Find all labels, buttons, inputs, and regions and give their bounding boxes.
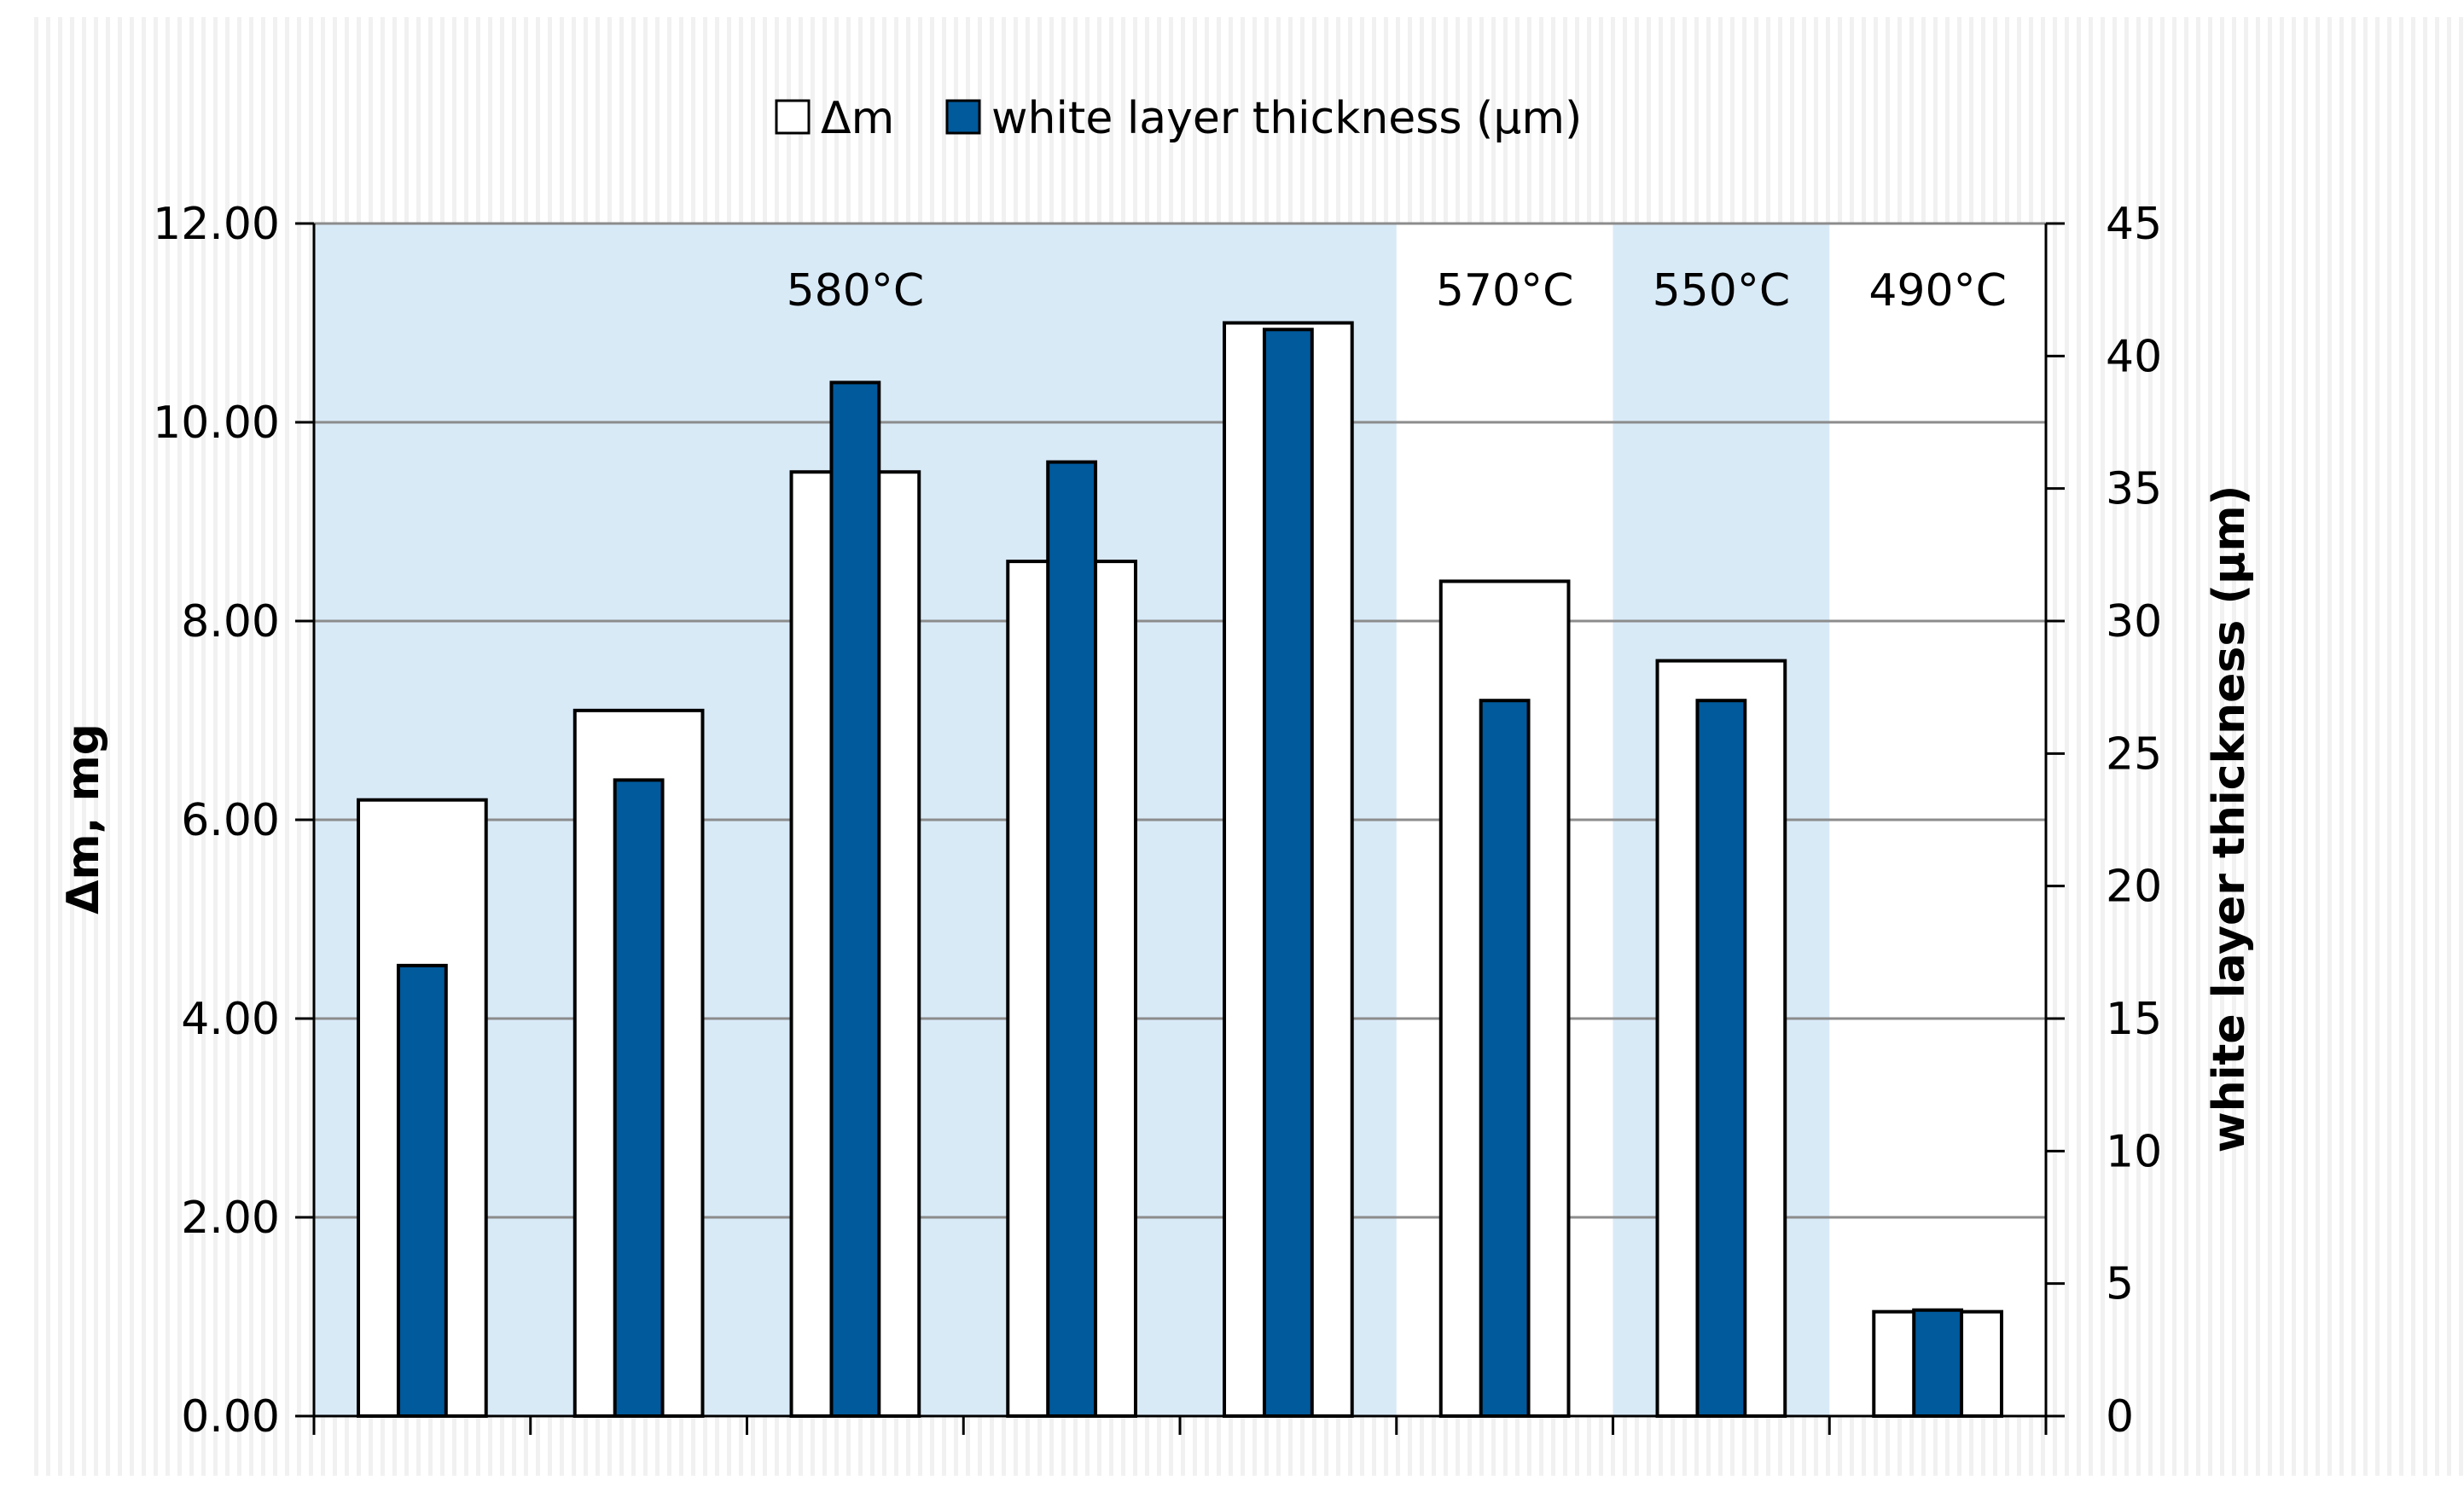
background-stripe <box>2399 17 2403 1476</box>
background-stripe <box>177 17 182 1476</box>
y-tick-label: 6.00 <box>181 795 280 846</box>
bars <box>357 321 2003 1419</box>
background-stripe <box>70 17 74 1476</box>
bar-white-layer-thickness <box>1695 699 1747 1418</box>
background-stripe <box>213 17 218 1476</box>
background-stripe <box>2339 17 2344 1476</box>
background-stripe <box>285 17 289 1476</box>
legend-swatch-delta-m <box>775 99 811 135</box>
background-stripe <box>2435 17 2439 1476</box>
y2-tick-label: 30 <box>2106 596 2162 647</box>
background-stripe <box>2459 17 2463 1476</box>
bar-white-layer-thickness <box>1046 460 1098 1418</box>
background-stripe <box>237 17 241 1476</box>
background-stripe <box>2065 17 2069 1476</box>
background-stripe <box>130 17 134 1476</box>
bar-white-layer-thickness <box>396 963 448 1419</box>
y-tick-label: 12.00 <box>153 199 280 250</box>
bar-white-layer-thickness <box>613 778 665 1418</box>
legend: Δm white layer thickness (µm) <box>775 93 1582 144</box>
background-stripe <box>2256 17 2260 1476</box>
y2-tick-label: 0 <box>2106 1391 2134 1443</box>
background-stripe <box>2351 17 2356 1476</box>
background-stripe <box>2089 17 2093 1476</box>
background-stripe <box>2268 17 2272 1476</box>
y-axis-title: Δm, mg <box>58 723 109 914</box>
y2-tick-label: 15 <box>2106 994 2162 1045</box>
background-stripe <box>2363 17 2368 1476</box>
legend-label-delta-m: Δm <box>821 93 894 144</box>
background-stripe <box>297 17 301 1476</box>
y-tick-label: 4.00 <box>181 994 280 1045</box>
y-tick-label: 8.00 <box>181 596 280 647</box>
y2-axis-title: white layer thickness (µm) <box>2204 485 2255 1153</box>
background-stripe <box>2447 17 2451 1476</box>
y2-tick-label: 25 <box>2106 729 2162 780</box>
background-stripe <box>2316 17 2320 1476</box>
background-stripe <box>2304 17 2308 1476</box>
y2-tick-label: 35 <box>2106 464 2162 515</box>
background-stripe <box>34 17 38 1476</box>
legend-swatch-white-layer <box>945 99 981 135</box>
background-stripe <box>2292 17 2296 1476</box>
background-stripe <box>309 17 313 1476</box>
temperature-band-label: 490°C <box>1868 265 2007 316</box>
background-stripe <box>2124 17 2129 1476</box>
background-stripe <box>189 17 194 1476</box>
background-stripe <box>106 17 110 1476</box>
background-stripe <box>154 17 158 1476</box>
temperature-band-label: 570°C <box>1436 265 1574 316</box>
background-stripe <box>2387 17 2391 1476</box>
y-tick-label: 10.00 <box>153 398 280 449</box>
background-stripe <box>2077 17 2081 1476</box>
background-stripe <box>166 17 170 1476</box>
background-stripe <box>2148 17 2153 1476</box>
background-stripe <box>58 17 62 1476</box>
background-stripe <box>2280 17 2284 1476</box>
background-stripe <box>2232 17 2236 1476</box>
y-tick-label: 2.00 <box>181 1193 280 1244</box>
temperature-band-label: 580°C <box>787 265 925 316</box>
background-stripe <box>2423 17 2427 1476</box>
background-stripe <box>201 17 206 1476</box>
background-stripe <box>2411 17 2415 1476</box>
background-stripe <box>2208 17 2212 1476</box>
y2-tick-label: 45 <box>2106 199 2162 250</box>
temperature-band-label: 550°C <box>1653 265 1791 316</box>
background-stripe <box>2375 17 2380 1476</box>
bar-white-layer-thickness <box>829 380 881 1418</box>
y-tick-label: 0.00 <box>181 1391 280 1443</box>
background-stripe <box>2184 17 2188 1476</box>
background-stripe <box>2327 17 2332 1476</box>
bar-white-layer-thickness <box>1262 328 1314 1418</box>
background-stripe <box>142 17 146 1476</box>
legend-label-white-layer: white layer thickness (µm) <box>991 93 1582 144</box>
background-stripe <box>225 17 230 1476</box>
y2-tick-label: 20 <box>2106 862 2162 913</box>
background-stripe <box>249 17 253 1476</box>
y2-tick-label: 40 <box>2106 331 2162 382</box>
background-stripe <box>261 17 265 1476</box>
bar-white-layer-thickness <box>1479 699 1531 1418</box>
background-stripe <box>46 17 50 1476</box>
background-stripe <box>2160 17 2165 1476</box>
y2-tick-label: 5 <box>2106 1259 2134 1310</box>
background-stripe <box>2101 17 2105 1476</box>
background-stripe <box>2136 17 2141 1476</box>
background-stripe <box>82 17 86 1476</box>
background-stripe <box>118 17 122 1476</box>
background-stripe <box>94 17 98 1476</box>
background-stripe <box>2244 17 2248 1476</box>
background-stripe <box>2053 17 2057 1476</box>
background-stripe <box>2196 17 2200 1476</box>
background-stripe <box>2220 17 2224 1476</box>
background-stripe <box>2172 17 2176 1476</box>
bar-white-layer-thickness <box>1912 1308 1964 1418</box>
axes: 0.00 2.00 4.00 6.00 8.00 10.00 12.00 0 5 10 15 20 25… <box>153 199 2162 1443</box>
background-stripe <box>273 17 277 1476</box>
background-stripe <box>2112 17 2117 1476</box>
y2-tick-label: 10 <box>2106 1126 2162 1177</box>
